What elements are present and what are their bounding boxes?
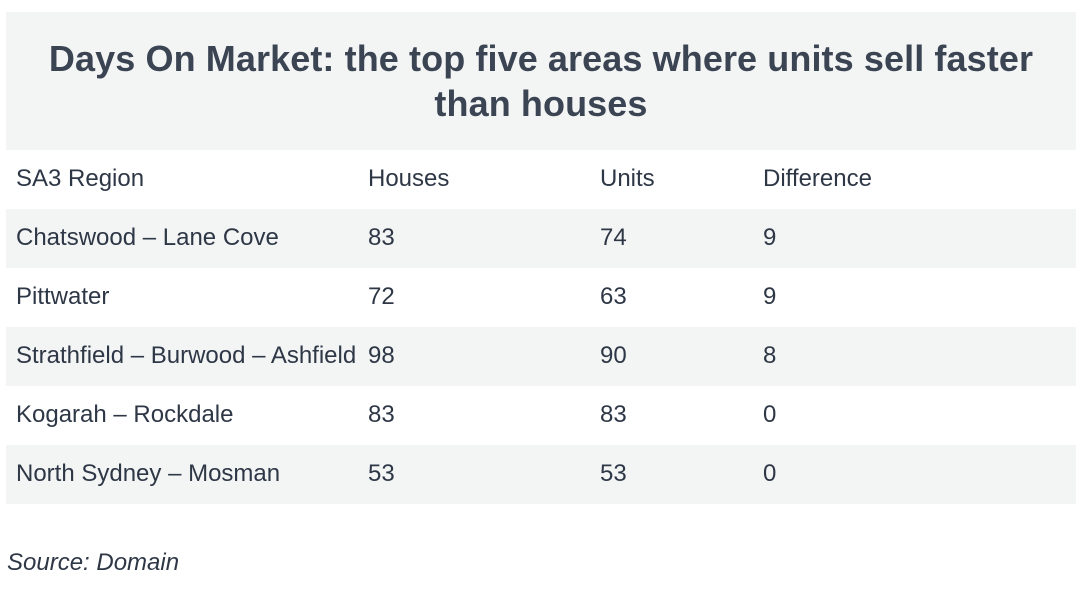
table-row: Strathfield – Burwood – Ashfield 98 90 8 (6, 327, 1076, 386)
cell-units: 63 (600, 283, 627, 310)
column-header-difference: Difference (763, 165, 872, 192)
cell-difference: 9 (753, 209, 1076, 268)
cell-region: North Sydney – Mosman (6, 445, 358, 504)
source-note: Source: Domain (7, 549, 180, 576)
table-header-row: SA3 Region Houses Units Difference (6, 150, 1076, 209)
table-row: North Sydney – Mosman 53 53 0 (6, 445, 1076, 504)
cell-units: 74 (590, 209, 753, 268)
cell-difference: 0 (753, 445, 1076, 504)
table-figure: Days On Market: the top five areas where… (6, 12, 1076, 504)
cell-houses: 83 (368, 401, 395, 428)
cell-region: Strathfield – Burwood – Ashfield (6, 327, 358, 386)
cell-region: Kogarah – Rockdale (16, 401, 234, 428)
column-header-region: SA3 Region (16, 165, 145, 192)
table-row: Pittwater 72 63 9 (6, 268, 1076, 327)
cell-difference: 8 (753, 327, 1076, 386)
cell-region: Pittwater (16, 283, 110, 310)
table-row: Chatswood – Lane Cove 83 74 9 (6, 209, 1076, 268)
cell-houses: 98 (358, 327, 590, 386)
cell-houses: 53 (358, 445, 590, 504)
column-header-units: Units (600, 165, 655, 192)
cell-units: 83 (600, 401, 627, 428)
cell-difference: 9 (763, 283, 777, 310)
chart-title: Days On Market: the top five areas where… (48, 38, 1034, 124)
cell-difference: 0 (763, 401, 777, 428)
cell-houses: 83 (358, 209, 590, 268)
table-row: Kogarah – Rockdale 83 83 0 (6, 386, 1076, 445)
cell-units: 53 (590, 445, 753, 504)
column-header-houses: Houses (368, 165, 450, 192)
data-table: SA3 Region Houses Units Difference Chats… (6, 150, 1076, 504)
title-block: Days On Market: the top five areas where… (6, 12, 1076, 150)
cell-region: Chatswood – Lane Cove (6, 209, 358, 268)
cell-houses: 72 (368, 283, 395, 310)
cell-units: 90 (590, 327, 753, 386)
